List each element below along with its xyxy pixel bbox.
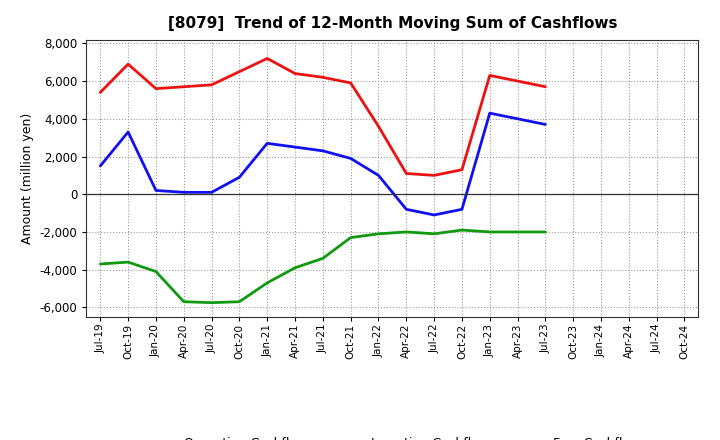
Operating Cashflow (235, 69, 243, 74)
Free Cashflow (541, 122, 550, 127)
Operating Cashflow (207, 82, 216, 88)
Operating Cashflow (318, 75, 327, 80)
Operating Cashflow (458, 167, 467, 172)
Investing Cashflow (318, 256, 327, 261)
Investing Cashflow (485, 229, 494, 235)
Free Cashflow (402, 207, 410, 212)
Free Cashflow (458, 207, 467, 212)
Free Cashflow (430, 213, 438, 218)
Free Cashflow (485, 110, 494, 116)
Investing Cashflow (458, 227, 467, 233)
Free Cashflow (374, 173, 383, 178)
Investing Cashflow (430, 231, 438, 236)
Investing Cashflow (207, 300, 216, 305)
Free Cashflow (318, 148, 327, 154)
Operating Cashflow (485, 73, 494, 78)
Investing Cashflow (346, 235, 355, 240)
Line: Operating Cashflow: Operating Cashflow (100, 59, 546, 176)
Investing Cashflow (235, 299, 243, 304)
Free Cashflow (96, 163, 104, 169)
Investing Cashflow (541, 229, 550, 235)
Operating Cashflow (179, 84, 188, 89)
Line: Investing Cashflow: Investing Cashflow (100, 230, 546, 303)
Legend: Operating Cashflow, Investing Cashflow, Free Cashflow: Operating Cashflow, Investing Cashflow, … (140, 432, 645, 440)
Investing Cashflow (96, 261, 104, 267)
Investing Cashflow (152, 269, 161, 274)
Operating Cashflow (541, 84, 550, 89)
Free Cashflow (124, 129, 132, 135)
Free Cashflow (263, 141, 271, 146)
Operating Cashflow (430, 173, 438, 178)
Operating Cashflow (124, 62, 132, 67)
Investing Cashflow (291, 265, 300, 271)
Investing Cashflow (179, 299, 188, 304)
Free Cashflow (152, 188, 161, 193)
Free Cashflow (346, 156, 355, 161)
Operating Cashflow (513, 78, 522, 84)
Investing Cashflow (374, 231, 383, 236)
Free Cashflow (179, 190, 188, 195)
Line: Free Cashflow: Free Cashflow (100, 113, 546, 215)
Free Cashflow (291, 144, 300, 150)
Operating Cashflow (374, 124, 383, 129)
Investing Cashflow (124, 260, 132, 265)
Investing Cashflow (513, 229, 522, 235)
Operating Cashflow (291, 71, 300, 76)
Operating Cashflow (152, 86, 161, 91)
Y-axis label: Amount (million yen): Amount (million yen) (21, 113, 34, 244)
Operating Cashflow (346, 81, 355, 86)
Investing Cashflow (263, 280, 271, 286)
Operating Cashflow (263, 56, 271, 61)
Free Cashflow (235, 175, 243, 180)
Free Cashflow (207, 190, 216, 195)
Operating Cashflow (402, 171, 410, 176)
Investing Cashflow (402, 229, 410, 235)
Free Cashflow (513, 116, 522, 121)
Operating Cashflow (96, 90, 104, 95)
Title: [8079]  Trend of 12-Month Moving Sum of Cashflows: [8079] Trend of 12-Month Moving Sum of C… (168, 16, 617, 32)
